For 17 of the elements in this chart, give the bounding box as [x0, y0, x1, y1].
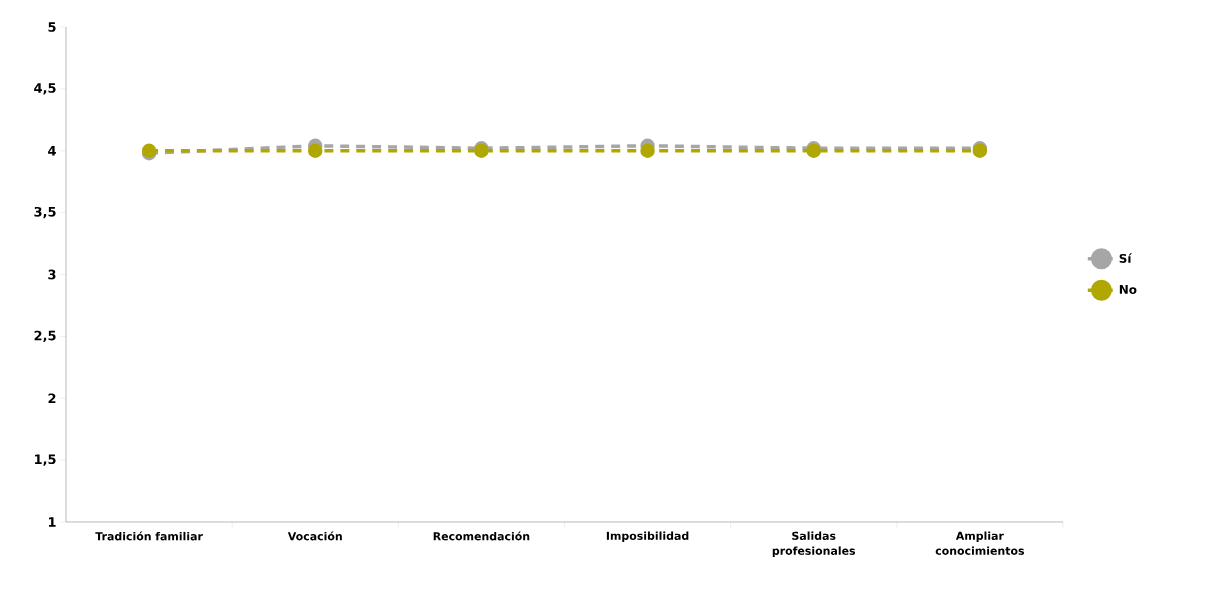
y-tick-label: 3,5: [34, 206, 56, 219]
legend-label: Sí: [1119, 253, 1132, 263]
y-tick-label: 2,5: [34, 330, 56, 343]
x-tick-label: Tradición familiar: [95, 531, 203, 541]
x-tick-label: Imposibilidad: [606, 531, 689, 543]
y-tick-label: 5: [48, 22, 56, 32]
x-tick-label: Vocación: [287, 531, 342, 541]
y-tick-label: 1,5: [35, 454, 56, 466]
y-tick-label: 4,5: [34, 83, 56, 95]
legend-label: No: [1119, 285, 1137, 295]
x-tick-label: Salidas profesionales: [772, 531, 856, 558]
x-tick-label: Ampliar conocimientos: [935, 531, 1025, 555]
y-tick-label: 1: [48, 517, 56, 527]
y-tick-label: 2: [48, 393, 56, 404]
x-tick-label: Recomendación: [433, 531, 530, 541]
y-tick-label: 4: [48, 146, 56, 156]
y-tick-label: 3: [48, 269, 56, 280]
